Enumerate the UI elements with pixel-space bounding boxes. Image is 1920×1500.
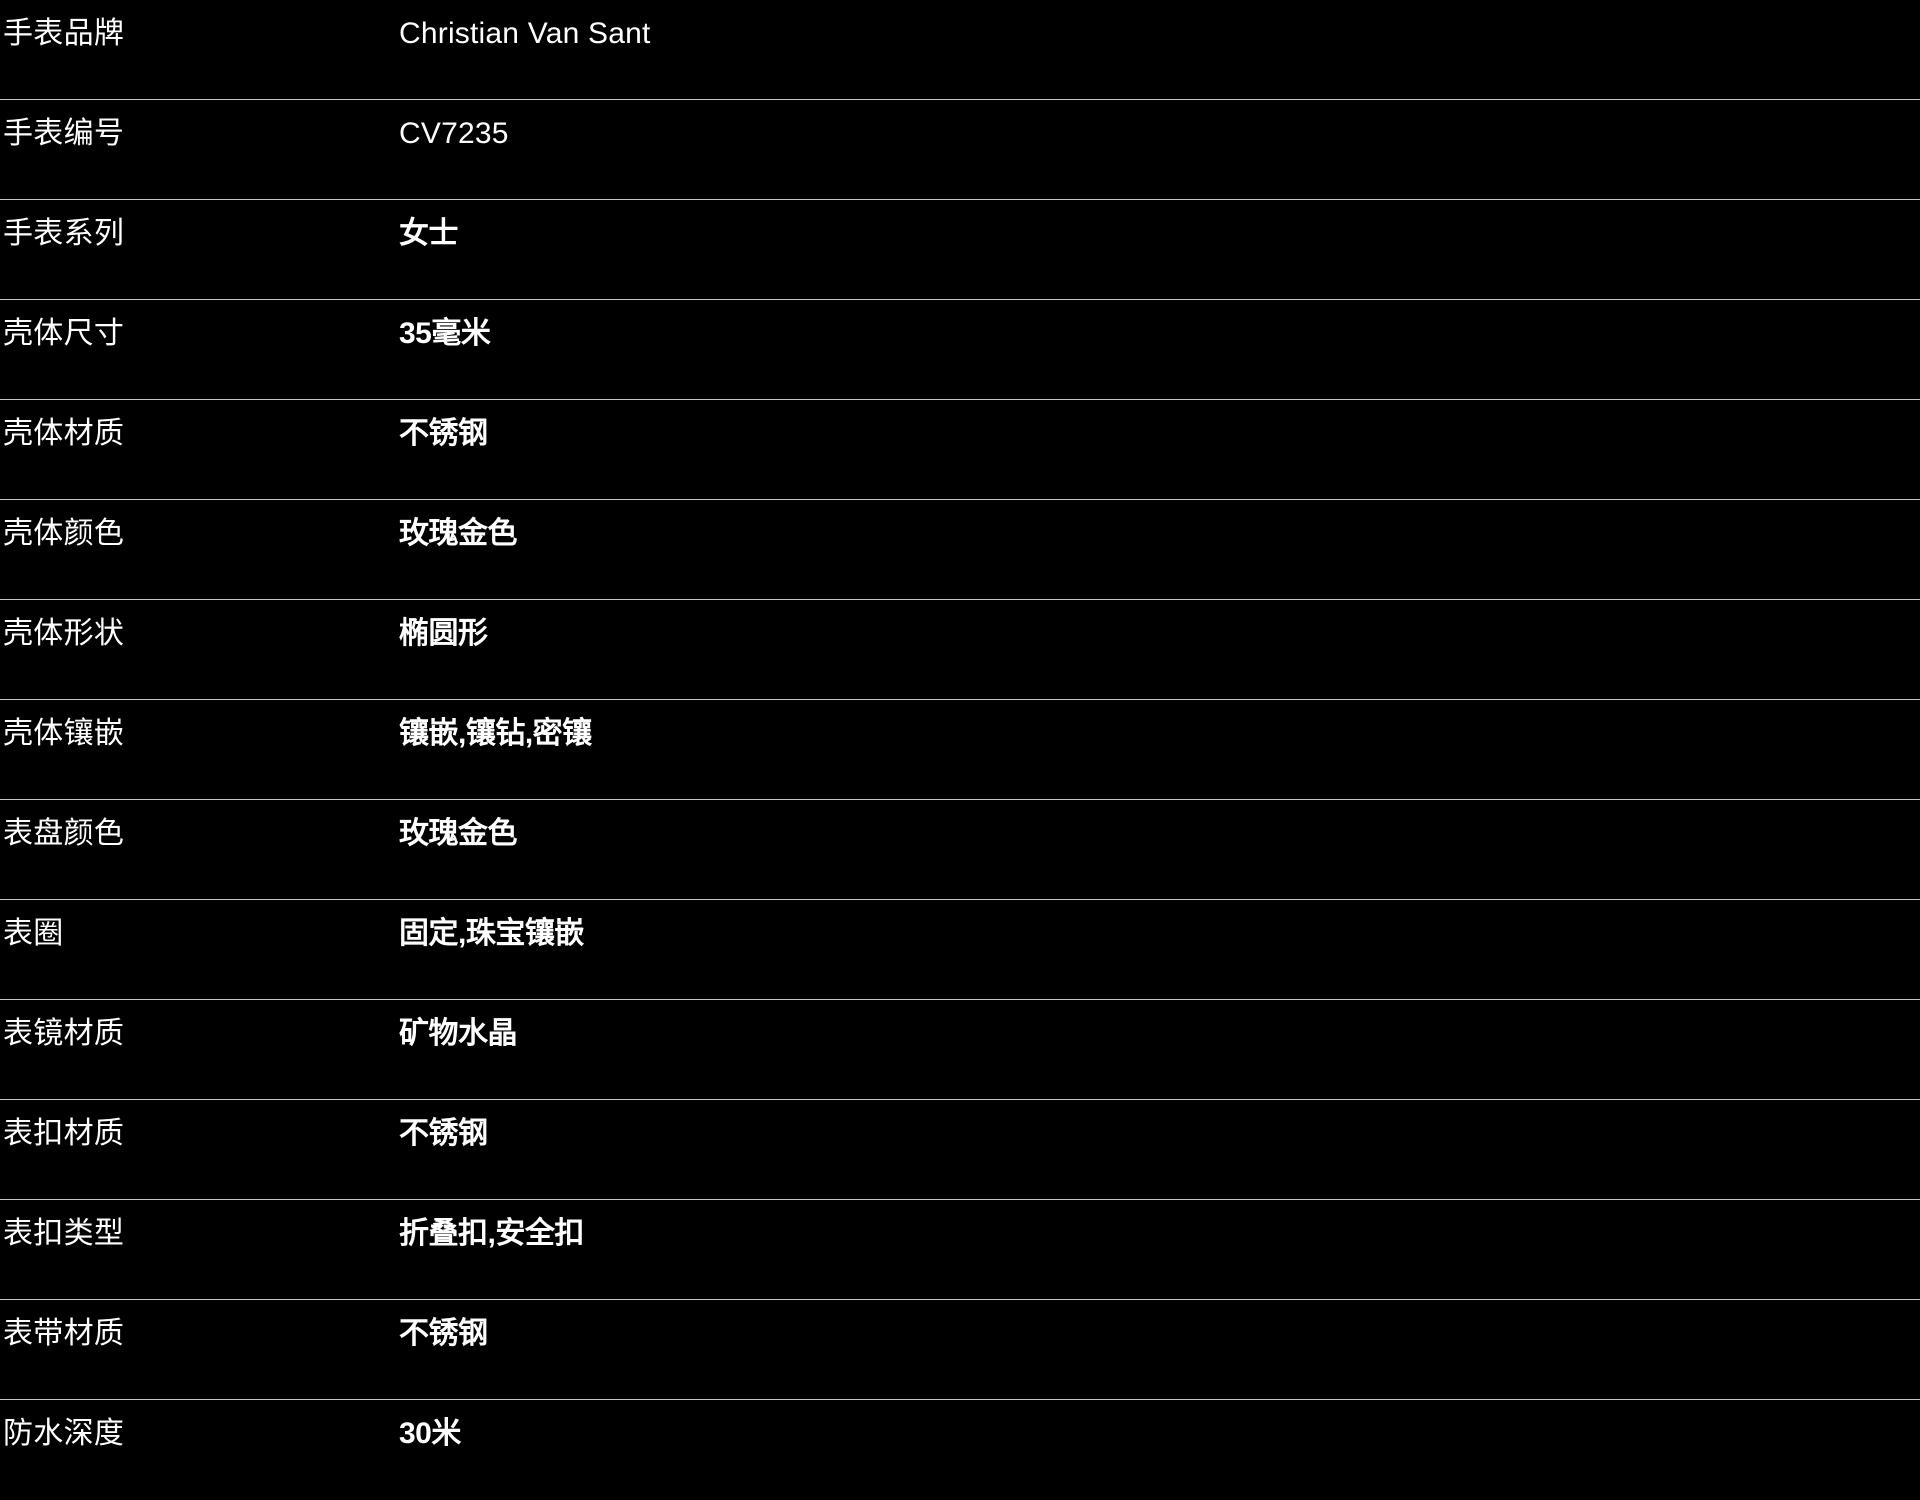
spec-label: 手表品牌 bbox=[3, 17, 125, 50]
spec-row: 表盘颜色 玫瑰金色 bbox=[0, 800, 1920, 900]
spec-row: 壳体材质 不锈钢 bbox=[0, 400, 1920, 500]
spec-value: 不锈钢 bbox=[399, 417, 488, 450]
row-divider bbox=[0, 1299, 1920, 1300]
spec-value: 固定,珠宝镶嵌 bbox=[399, 917, 584, 950]
spec-row: 壳体形状 椭圆形 bbox=[0, 600, 1920, 700]
spec-label: 手表编号 bbox=[3, 117, 125, 150]
spec-row: 表扣材质 不锈钢 bbox=[0, 1100, 1920, 1200]
spec-value: 玫瑰金色 bbox=[399, 817, 518, 850]
row-divider bbox=[0, 499, 1920, 500]
spec-label: 壳体尺寸 bbox=[3, 317, 125, 350]
row-divider bbox=[0, 1199, 1920, 1200]
row-divider bbox=[0, 999, 1920, 1000]
spec-value: 30米 bbox=[399, 1417, 461, 1450]
spec-label: 表镜材质 bbox=[3, 1017, 125, 1050]
spec-row: 表圈 固定,珠宝镶嵌 bbox=[0, 900, 1920, 1000]
spec-value: 女士 bbox=[399, 217, 459, 250]
spec-label: 表扣类型 bbox=[3, 1217, 125, 1250]
spec-row: 壳体颜色 玫瑰金色 bbox=[0, 500, 1920, 600]
spec-value: 折叠扣,安全扣 bbox=[399, 1217, 584, 1250]
spec-label: 表扣材质 bbox=[3, 1117, 125, 1150]
row-divider bbox=[0, 699, 1920, 700]
spec-label: 表带材质 bbox=[3, 1317, 125, 1350]
spec-value: 椭圆形 bbox=[399, 617, 488, 650]
spec-row: 表带材质 不锈钢 bbox=[0, 1300, 1920, 1400]
spec-label: 表盘颜色 bbox=[3, 817, 125, 850]
spec-row: 壳体镶嵌 镶嵌,镶钻,密镶 bbox=[0, 700, 1920, 800]
row-divider bbox=[0, 399, 1920, 400]
spec-value: 不锈钢 bbox=[399, 1317, 488, 1350]
spec-label: 壳体材质 bbox=[3, 417, 125, 450]
row-divider bbox=[0, 1099, 1920, 1100]
row-divider bbox=[0, 1399, 1920, 1400]
spec-label: 表圈 bbox=[3, 917, 64, 950]
row-divider bbox=[0, 599, 1920, 600]
spec-row: 手表系列 女士 bbox=[0, 200, 1920, 300]
spec-label: 壳体形状 bbox=[3, 617, 125, 650]
spec-value: 35毫米 bbox=[399, 317, 491, 350]
spec-label: 壳体镶嵌 bbox=[3, 717, 125, 750]
spec-row: 表扣类型 折叠扣,安全扣 bbox=[0, 1200, 1920, 1300]
spec-label: 壳体颜色 bbox=[3, 517, 125, 550]
spec-value: 不锈钢 bbox=[399, 1117, 488, 1150]
spec-value: 矿物水晶 bbox=[399, 1017, 518, 1050]
row-divider bbox=[0, 899, 1920, 900]
spec-value: 镶嵌,镶钻,密镶 bbox=[399, 717, 592, 750]
spec-row: 表镜材质 矿物水晶 bbox=[0, 1000, 1920, 1100]
spec-row: 防水深度 30米 bbox=[0, 1400, 1920, 1500]
spec-value: 玫瑰金色 bbox=[399, 517, 518, 550]
row-divider bbox=[0, 199, 1920, 200]
spec-label: 防水深度 bbox=[3, 1417, 125, 1450]
spec-row: 壳体尺寸 35毫米 bbox=[0, 300, 1920, 400]
row-divider bbox=[0, 299, 1920, 300]
row-divider bbox=[0, 99, 1920, 100]
spec-value: CV7235 bbox=[399, 117, 509, 150]
spec-row: 手表品牌 Christian Van Sant bbox=[0, 0, 1920, 100]
spec-row: 手表编号 CV7235 bbox=[0, 100, 1920, 200]
spec-value: Christian Van Sant bbox=[399, 17, 651, 50]
row-divider bbox=[0, 799, 1920, 800]
spec-label: 手表系列 bbox=[3, 217, 125, 250]
